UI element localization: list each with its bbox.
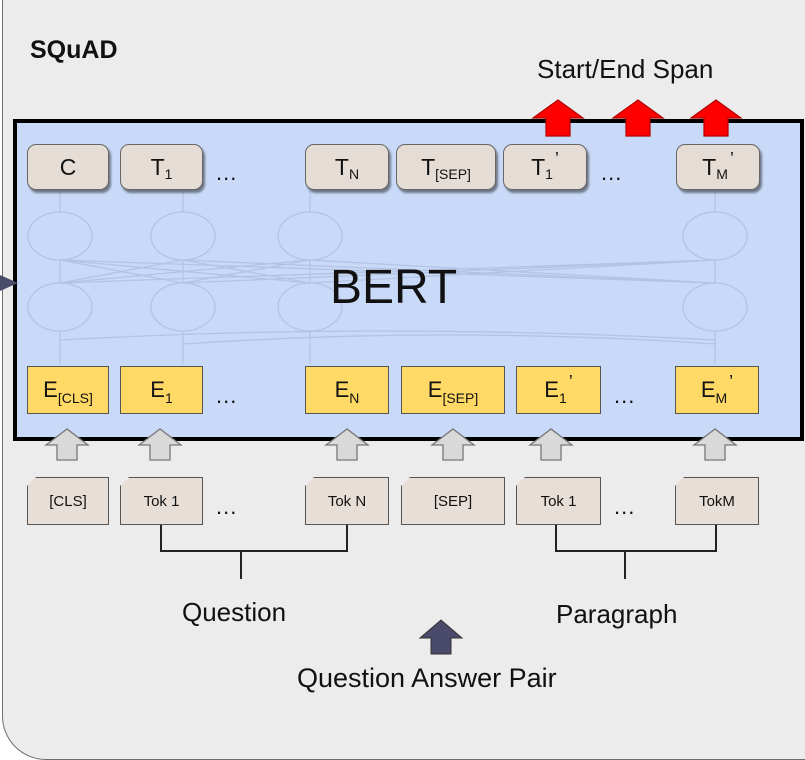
- input-token-para-tok1: Tok 1: [516, 477, 601, 525]
- paragraph-bracket: [555, 525, 717, 579]
- up-arrow-tok1: [137, 428, 183, 461]
- diagram-title: SQuAD: [30, 36, 118, 64]
- up-arrow-para-tok1: [528, 428, 574, 461]
- embedding-ellipsis-2: ...: [614, 383, 636, 408]
- embedding-ecls: E [CLS]: [27, 366, 109, 414]
- output-token-tsep: T [SEP]: [396, 144, 496, 190]
- embedding-esep: E [SEP]: [401, 366, 505, 414]
- span-arrow-1: [531, 99, 585, 137]
- start-end-span-label: Start/End Span: [537, 54, 714, 84]
- up-arrow-tokm: [692, 428, 738, 461]
- span-arrow-2: [611, 99, 665, 137]
- left-input-arrowhead: [0, 275, 18, 291]
- grouping-brackets: [160, 525, 717, 579]
- question-answer-pair-arrow: [418, 619, 464, 655]
- input-token-tok1: Tok 1: [120, 477, 203, 525]
- span-arrow-3: [689, 99, 743, 137]
- embedding-em-prime: E M’: [675, 366, 759, 414]
- output-ellipsis-1: ...: [216, 160, 238, 185]
- question-answer-pair-label: Question Answer Pair: [297, 663, 557, 693]
- input-ellipsis-2: ...: [614, 494, 636, 519]
- embedding-ellipsis-1: ...: [216, 383, 238, 408]
- diagram-graphics: [0, 99, 748, 655]
- output-token-c: C: [27, 144, 109, 190]
- up-arrow-tokn: [324, 428, 370, 461]
- bert-label: BERT: [330, 261, 458, 314]
- up-arrow-cls: [44, 428, 90, 461]
- input-token-sep: [SEP]: [401, 477, 505, 525]
- input-token-tokn: Tok N: [305, 477, 389, 525]
- output-token-t1-prime: T 1’: [503, 144, 587, 190]
- question-label: Question: [182, 597, 287, 627]
- span-arrows: [531, 99, 743, 137]
- output-token-tm-prime: T M’: [676, 144, 760, 190]
- question-bracket: [160, 525, 348, 579]
- input-ellipsis-1: ...: [216, 494, 238, 519]
- bert-hidden-network: [27, 191, 748, 364]
- paragraph-label: Paragraph: [556, 599, 678, 629]
- input-token-cls: [CLS]: [27, 477, 109, 525]
- input-token-tokm: TokM: [675, 477, 759, 525]
- output-ellipsis-2: ...: [601, 160, 623, 185]
- input-up-arrows: [44, 428, 738, 461]
- up-arrow-sep: [430, 428, 476, 461]
- embedding-e1-prime: E 1’: [516, 366, 601, 414]
